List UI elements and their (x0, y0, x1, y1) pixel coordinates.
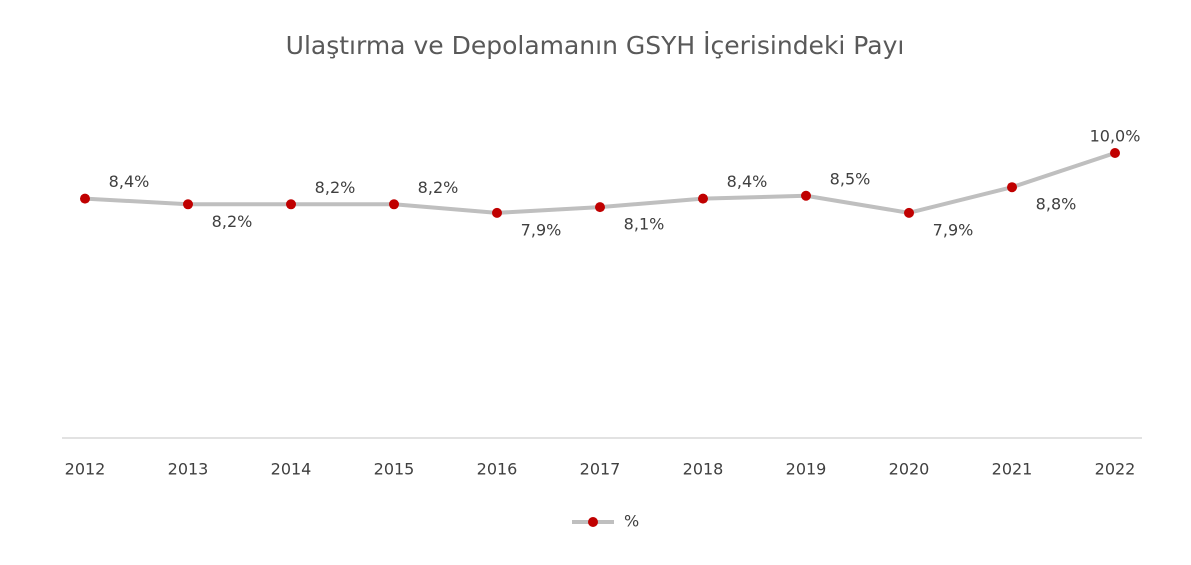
data-label: 8,1% (624, 215, 665, 234)
x-tick-label: 2020 (889, 460, 930, 479)
data-label: 8,2% (418, 178, 459, 197)
marker (904, 207, 914, 218)
data-label: 10,0% (1090, 127, 1141, 146)
x-tick-label: 2012 (65, 460, 106, 479)
marker (1007, 182, 1017, 193)
data-label: 8,5% (830, 169, 871, 188)
x-tick-label: 2022 (1095, 460, 1136, 479)
marker (801, 190, 811, 201)
marker (80, 193, 90, 204)
x-tick-label: 2016 (477, 460, 518, 479)
data-label: 8,4% (109, 172, 150, 191)
data-label: 8,8% (1036, 195, 1077, 214)
marker (492, 207, 502, 218)
marker (1110, 148, 1120, 158)
x-tick-label: 2013 (168, 460, 209, 479)
data-label: 8,2% (315, 178, 356, 197)
x-tick-label: 2015 (374, 460, 415, 479)
marker (389, 199, 399, 210)
data-label: 7,9% (933, 220, 974, 239)
x-tick-label: 2019 (786, 460, 827, 479)
x-tick-label: 2017 (580, 460, 621, 479)
marker (183, 199, 193, 210)
x-tick-label: 2018 (683, 460, 724, 479)
data-label: 8,2% (212, 212, 253, 231)
legend-label: % (624, 512, 639, 531)
data-label: 8,4% (727, 172, 768, 191)
legend-marker (588, 517, 598, 527)
marker (698, 193, 708, 204)
chart-title: Ulaştırma ve Depolamanın GSYH İçerisinde… (286, 31, 905, 60)
x-tick-label: 2021 (992, 460, 1033, 479)
data-label: 7,9% (521, 220, 562, 239)
marker (286, 199, 296, 210)
x-tick-label: 2014 (271, 460, 312, 479)
marker (595, 202, 605, 213)
